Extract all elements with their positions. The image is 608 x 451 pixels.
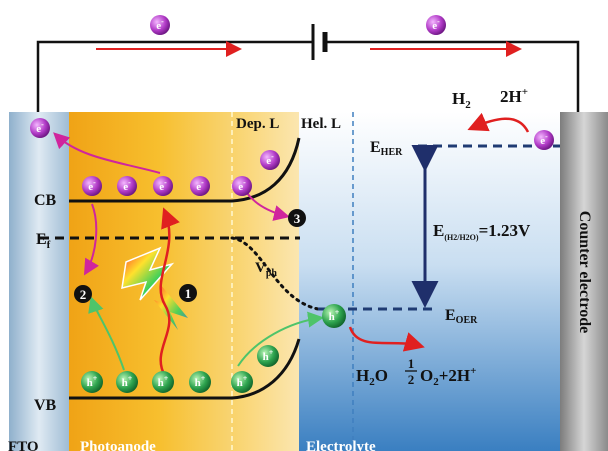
svg-text:h+: h+ — [87, 374, 98, 389]
svg-text:h+: h+ — [237, 374, 248, 389]
hole: h+ — [189, 371, 211, 393]
hole: h+ — [257, 345, 279, 367]
reduction-arrow — [467, 112, 530, 133]
svg-text:2: 2 — [408, 372, 415, 387]
external-circuit — [36, 24, 580, 112]
svg-text:h+: h+ — [329, 308, 340, 323]
svg-text:h+: h+ — [158, 374, 169, 389]
electron: e- — [190, 176, 210, 196]
step-3-marker: 3 — [288, 209, 306, 227]
electron: e- — [426, 15, 446, 35]
h2-product-label: H2 — [452, 89, 471, 111]
electron: e- — [117, 176, 137, 196]
hole: h+ — [231, 371, 253, 393]
electron: e- — [534, 130, 554, 150]
e-her-label: EHER — [370, 139, 403, 158]
svg-text:e-: e- — [196, 178, 204, 193]
electron: e- — [82, 176, 102, 196]
vb-label: VB — [34, 397, 57, 414]
electrons: e- e- e- e- e- e- e- e- e- e- — [30, 15, 554, 196]
e-oer-label: EOER — [445, 307, 478, 326]
protons-label: 2H+ — [500, 86, 528, 106]
fto-layer — [9, 112, 69, 451]
holes: h+ h+ h+ h+ h+ h+ h+ — [81, 304, 346, 393]
svg-text:e-: e- — [159, 178, 167, 193]
svg-text:1: 1 — [185, 286, 192, 301]
svg-text:1: 1 — [408, 356, 415, 371]
carrier-arrows — [53, 112, 530, 377]
hole: h+ — [152, 371, 174, 393]
electron: e- — [30, 118, 50, 138]
hole-recombination-arrow — [88, 296, 125, 371]
potential-gap-label: E(H2/H2O)=1.23V — [433, 221, 531, 242]
valence-band — [69, 338, 301, 400]
surface-electron-arrow — [246, 192, 290, 221]
oxidation-arrow — [348, 326, 425, 352]
electron: e- — [232, 176, 252, 196]
hel-layer-label: Hel. L — [301, 116, 341, 132]
counter-electrode — [560, 112, 608, 451]
photoanode-label: Photoanode — [80, 439, 156, 451]
hole: h+ — [81, 371, 103, 393]
step-2-marker: 2 — [74, 285, 92, 303]
hole: h+ — [322, 304, 346, 328]
svg-text:e-: e- — [36, 120, 44, 135]
fto-label: FTO — [8, 439, 39, 451]
vph-label: Vph — [255, 260, 277, 279]
svg-text:h+: h+ — [122, 374, 133, 389]
recombination-arrow — [83, 203, 99, 276]
svg-text:h+: h+ — [263, 348, 274, 363]
svg-text:h+: h+ — [195, 374, 206, 389]
photoexcitation-arrow — [159, 207, 180, 377]
ef-label: Ef — [36, 231, 51, 251]
electron: e- — [260, 150, 280, 170]
electrolyte-region — [299, 112, 560, 451]
oxygen-products-label: O2+2H+ — [420, 365, 476, 388]
counter-electrode-label: Counter electrode — [576, 211, 593, 333]
svg-text:e-: e- — [156, 17, 164, 32]
svg-text:e-: e- — [88, 178, 96, 193]
svg-text:3: 3 — [294, 211, 301, 226]
step-1-marker: 1 — [179, 284, 197, 302]
dep-layer-label: Dep. L — [236, 116, 279, 132]
half-fraction: 1 2 — [405, 356, 417, 387]
conduction-band — [69, 137, 301, 203]
svg-text:2: 2 — [80, 287, 87, 302]
svg-text:e-: e- — [432, 17, 440, 32]
hole-transfer-arrow — [237, 311, 324, 367]
fermi-bend-dotted — [230, 236, 320, 311]
electron: e- — [150, 15, 170, 35]
cb-label: CB — [34, 192, 57, 209]
hole: h+ — [116, 371, 138, 393]
svg-text:e-: e- — [123, 178, 131, 193]
svg-text:e-: e- — [238, 178, 246, 193]
water-label: H2O — [356, 366, 388, 388]
electron-transfer-arrow — [53, 132, 161, 174]
electron: e- — [153, 176, 173, 196]
light-icon — [121, 246, 188, 330]
svg-text:e-: e- — [266, 152, 274, 167]
electrolyte-label: Electrolyte — [306, 439, 376, 451]
svg-text:e-: e- — [540, 132, 548, 147]
